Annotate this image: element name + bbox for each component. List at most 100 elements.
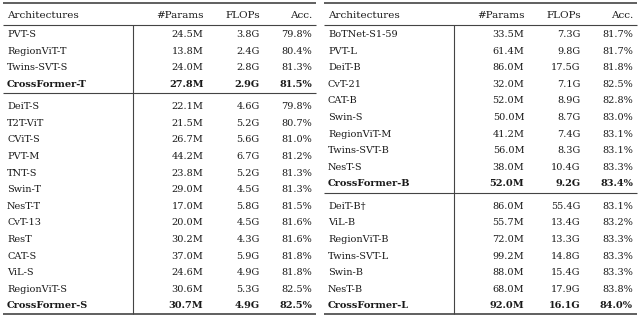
Text: 81.7%: 81.7% <box>602 47 633 56</box>
Text: Twins-SVT-B: Twins-SVT-B <box>328 146 390 155</box>
Text: Twins-SVT-L: Twins-SVT-L <box>328 252 389 261</box>
Text: Swin-B: Swin-B <box>328 268 363 277</box>
Text: 17.0M: 17.0M <box>172 202 204 211</box>
Text: 17.9G: 17.9G <box>551 285 580 294</box>
Text: NesT-T: NesT-T <box>7 202 41 211</box>
Text: 41.2M: 41.2M <box>492 130 524 139</box>
Text: 72.0M: 72.0M <box>492 235 524 244</box>
Text: NesT-S: NesT-S <box>328 163 363 172</box>
Text: 32.0M: 32.0M <box>492 80 524 89</box>
Text: 7.4G: 7.4G <box>557 130 580 139</box>
Text: CrossFormer-L: CrossFormer-L <box>328 301 409 310</box>
Text: 30.6M: 30.6M <box>172 285 204 294</box>
Text: CAT-S: CAT-S <box>7 252 36 261</box>
Text: RegionViT-B: RegionViT-B <box>328 235 388 244</box>
Text: ViL-B: ViL-B <box>328 218 355 227</box>
Text: 83.3%: 83.3% <box>602 268 633 277</box>
Text: 81.7%: 81.7% <box>602 30 633 39</box>
Text: CAT-B: CAT-B <box>328 96 358 105</box>
Text: 26.7M: 26.7M <box>172 135 204 144</box>
Text: CrossFormer-S: CrossFormer-S <box>7 301 88 310</box>
Text: 61.4M: 61.4M <box>492 47 524 56</box>
Text: 84.0%: 84.0% <box>600 301 633 310</box>
Text: 3.8G: 3.8G <box>236 30 260 39</box>
Text: 7.3G: 7.3G <box>557 30 580 39</box>
Text: 82.8%: 82.8% <box>602 96 633 105</box>
Text: 81.2%: 81.2% <box>281 152 312 161</box>
Text: 81.3%: 81.3% <box>281 185 312 194</box>
Text: #Params: #Params <box>156 11 204 20</box>
Text: 33.5M: 33.5M <box>492 30 524 39</box>
Text: PVT-L: PVT-L <box>328 47 357 56</box>
Text: 83.1%: 83.1% <box>602 146 633 155</box>
Text: 9.8G: 9.8G <box>557 47 580 56</box>
Text: 4.3G: 4.3G <box>236 235 260 244</box>
Text: 5.6G: 5.6G <box>237 135 260 144</box>
Text: 5.3G: 5.3G <box>236 285 260 294</box>
Text: 83.0%: 83.0% <box>602 113 633 122</box>
Text: Acc.: Acc. <box>611 11 633 20</box>
Text: 29.0M: 29.0M <box>172 185 204 194</box>
Text: 20.0M: 20.0M <box>172 218 204 227</box>
Text: 52.0M: 52.0M <box>490 179 524 188</box>
Text: Acc.: Acc. <box>290 11 312 20</box>
Text: 83.1%: 83.1% <box>602 130 633 139</box>
Text: 24.5M: 24.5M <box>172 30 204 39</box>
Text: 83.4%: 83.4% <box>600 179 633 188</box>
Text: 99.2M: 99.2M <box>493 252 524 261</box>
Text: 81.0%: 81.0% <box>281 135 312 144</box>
Text: 86.0M: 86.0M <box>493 63 524 72</box>
Text: CrossFormer-T: CrossFormer-T <box>7 80 87 89</box>
Text: 81.5%: 81.5% <box>281 202 312 211</box>
Text: CrossFormer-B: CrossFormer-B <box>328 179 410 188</box>
Text: 13.3G: 13.3G <box>551 235 580 244</box>
Text: 2.4G: 2.4G <box>236 47 260 56</box>
Text: DeiT-B: DeiT-B <box>328 63 360 72</box>
Text: 81.8%: 81.8% <box>281 268 312 277</box>
Text: ResT: ResT <box>7 235 32 244</box>
Text: 6.7G: 6.7G <box>236 152 260 161</box>
Text: 38.0M: 38.0M <box>493 163 524 172</box>
Text: #Params: #Params <box>477 11 524 20</box>
Text: Swin-S: Swin-S <box>328 113 362 122</box>
Text: 56.0M: 56.0M <box>493 146 524 155</box>
Text: 52.0M: 52.0M <box>493 96 524 105</box>
Text: 30.2M: 30.2M <box>172 235 204 244</box>
Text: 24.6M: 24.6M <box>172 268 204 277</box>
Text: 81.8%: 81.8% <box>281 252 312 261</box>
Text: 7.1G: 7.1G <box>557 80 580 89</box>
Text: 23.8M: 23.8M <box>172 169 204 178</box>
Text: 82.5%: 82.5% <box>279 301 312 310</box>
Text: BoTNet-S1-59: BoTNet-S1-59 <box>328 30 397 39</box>
Text: 80.4%: 80.4% <box>281 47 312 56</box>
Text: 82.5%: 82.5% <box>281 285 312 294</box>
Text: 5.8G: 5.8G <box>237 202 260 211</box>
Text: 10.4G: 10.4G <box>551 163 580 172</box>
Text: RegionViT-M: RegionViT-M <box>328 130 392 139</box>
Text: 81.5%: 81.5% <box>279 80 312 89</box>
Text: 2.9G: 2.9G <box>234 80 260 89</box>
Text: 81.3%: 81.3% <box>281 63 312 72</box>
Text: 83.8%: 83.8% <box>602 285 633 294</box>
Text: 83.3%: 83.3% <box>602 235 633 244</box>
Text: 4.9G: 4.9G <box>234 301 260 310</box>
Text: 55.7M: 55.7M <box>493 218 524 227</box>
Text: 92.0M: 92.0M <box>490 301 524 310</box>
Text: 5.2G: 5.2G <box>236 169 260 178</box>
Text: T2T-ViT: T2T-ViT <box>7 119 44 128</box>
Text: 27.8M: 27.8M <box>169 80 204 89</box>
Text: FLOPs: FLOPs <box>225 11 260 20</box>
Text: 81.3%: 81.3% <box>281 169 312 178</box>
Text: 88.0M: 88.0M <box>493 268 524 277</box>
Text: CViT-S: CViT-S <box>7 135 40 144</box>
Text: FLOPs: FLOPs <box>546 11 580 20</box>
Text: 30.7M: 30.7M <box>169 301 204 310</box>
Text: 81.6%: 81.6% <box>281 218 312 227</box>
Text: Swin-T: Swin-T <box>7 185 41 194</box>
Text: 5.9G: 5.9G <box>237 252 260 261</box>
Text: 24.0M: 24.0M <box>172 63 204 72</box>
Text: 17.5G: 17.5G <box>551 63 580 72</box>
Text: 44.2M: 44.2M <box>172 152 204 161</box>
Text: 8.9G: 8.9G <box>557 96 580 105</box>
Text: 80.7%: 80.7% <box>281 119 312 128</box>
